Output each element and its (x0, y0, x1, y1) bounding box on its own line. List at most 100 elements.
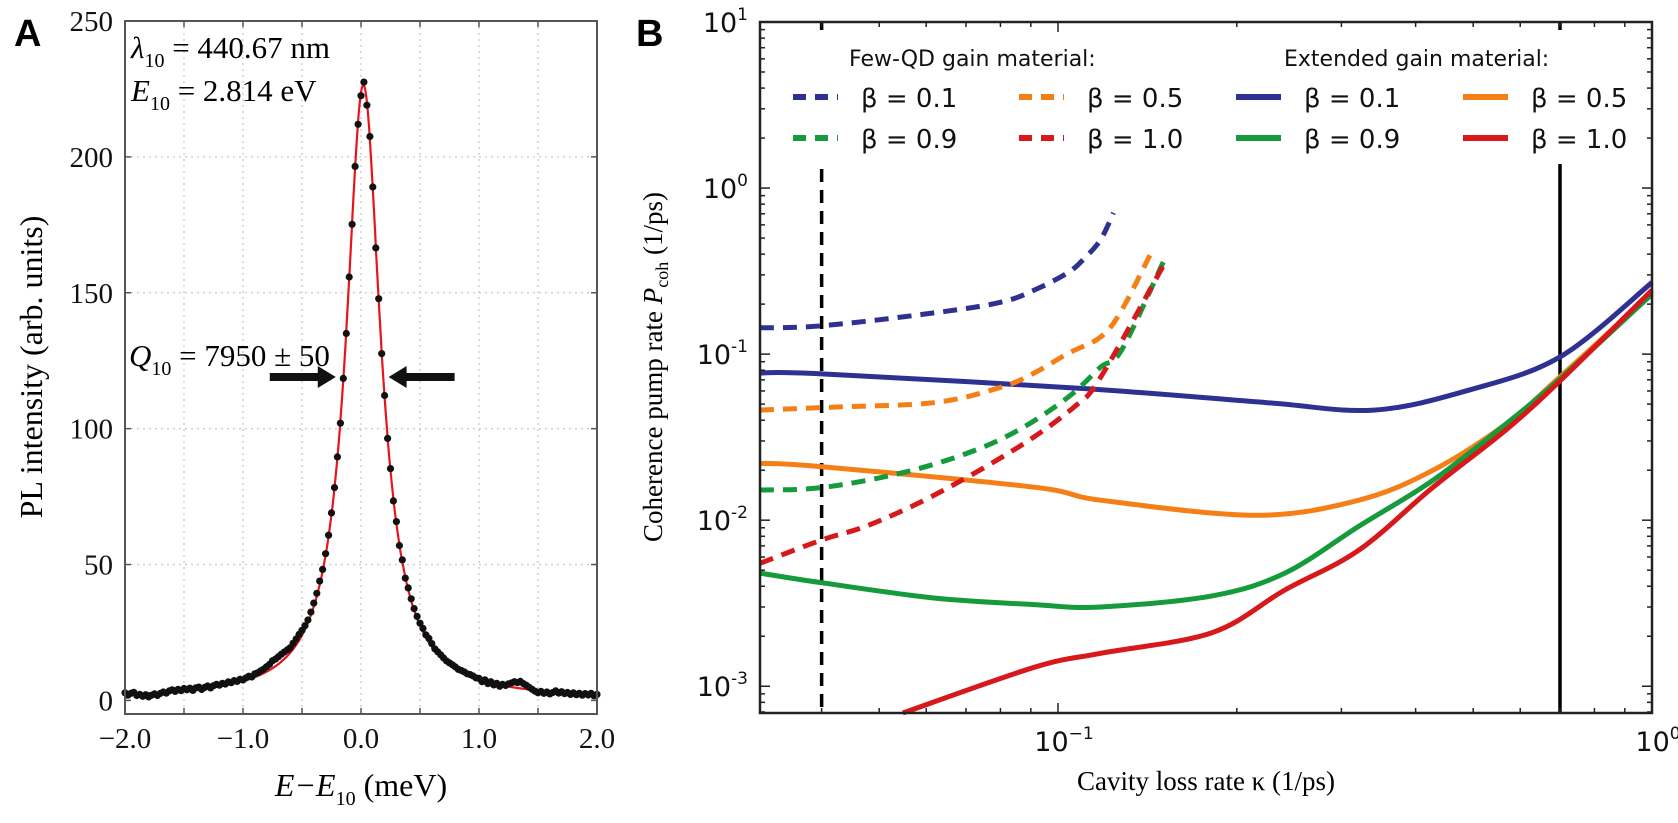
data-point (381, 391, 389, 400)
data-point (325, 531, 333, 539)
plot-frame (758, 20, 1654, 715)
x-tick-label: 10−1 (1034, 724, 1093, 758)
y-tick-label: 100 (703, 171, 748, 205)
curve-few-qd-beta-0.1 (759, 211, 1116, 331)
data-point (322, 550, 330, 558)
curve-few-qd-beta-0.5 (759, 246, 1157, 413)
data-point (395, 541, 403, 550)
data-point (372, 244, 380, 252)
data-point (413, 612, 421, 621)
data-point (304, 616, 312, 624)
x-axis-label: E−E10 (meV) (274, 767, 447, 810)
curve-extended-beta-0.5 (759, 291, 1654, 518)
legend-label: β = 0.5 (1087, 84, 1183, 114)
legend-label: β = 0.1 (861, 84, 957, 114)
legend-item: β = 0.1 (1236, 84, 1400, 114)
x-tick-label: −2.0 (99, 723, 152, 755)
data-point (336, 419, 344, 427)
axis-ticks: 101 100 10-1 10-2 10-3 10−1 100 (697, 5, 1678, 758)
grid (125, 21, 597, 714)
y-tick-label: 250 (70, 6, 114, 38)
data-point (354, 120, 362, 128)
data-point (389, 497, 397, 505)
arrow-left-icon (388, 366, 455, 389)
axis-ticks: −2.0 −1.0 0.0 1.0 2.0 0 50 100 150 200 250 (70, 6, 616, 755)
y-tick-label: 0 (99, 685, 114, 717)
data-point (319, 565, 327, 574)
legend-item: β = 1.0 (1019, 125, 1183, 155)
curve-extended-beta-0.9 (759, 292, 1654, 610)
x-tick-label: 0.0 (343, 723, 379, 755)
data-point (378, 350, 386, 358)
curve-few-qd-beta-1.0 (759, 262, 1167, 566)
data-point (339, 374, 347, 382)
data-point (419, 624, 427, 633)
legend-label: β = 0.9 (861, 125, 957, 155)
data-point (428, 640, 436, 648)
data-point (363, 101, 371, 109)
data-point (384, 434, 392, 442)
y-tick-label: 50 (84, 550, 113, 582)
data-point (330, 484, 339, 492)
data-point (316, 577, 324, 585)
data-point (401, 574, 409, 582)
data-point (301, 622, 309, 630)
x-axis-label: Cavity loss rate κ (1/ps) (1077, 766, 1335, 796)
y-tick-label: 10-3 (697, 669, 748, 703)
legend-item: β = 0.5 (1019, 84, 1183, 114)
data-point (360, 78, 368, 86)
curve-extended-beta-0.1 (759, 280, 1654, 414)
energy-annotation: E10 = 2.814 eV (130, 73, 317, 115)
y-tick-label: 10-1 (697, 337, 748, 371)
data-point (342, 329, 350, 338)
curve-few-qd-beta-0.9 (759, 258, 1167, 493)
data-point (366, 132, 374, 141)
data-point (351, 162, 359, 170)
curve-extended-beta-1.0 (901, 288, 1654, 716)
legend: Few-QD gain material: β = 0.1 β = 0.9 β = 0… (793, 47, 1627, 155)
data-point (327, 509, 336, 517)
fit-curve-layer (125, 83, 597, 696)
data-point (313, 589, 321, 597)
data-point (357, 92, 365, 100)
arrow-right-icon (269, 366, 336, 389)
data-points-layer (121, 78, 601, 701)
y-axis-label: Coherence pump rate Pcoh (1/ps) (638, 192, 672, 542)
panel-b-coherence-pump-rate: 101 100 10-1 10-2 10-3 10−1 100 Few-QD gain ma… (638, 5, 1678, 796)
legend-title: Few-QD gain material: (849, 47, 1096, 72)
lorentzian-fit-curve (125, 83, 597, 696)
panel-label-a: A (14, 13, 41, 55)
data-point (369, 183, 377, 191)
data-point (333, 453, 341, 461)
data-point (404, 584, 412, 592)
data-point (410, 605, 418, 613)
legend-label: β = 0.9 (1304, 125, 1400, 155)
x-tick-label: 100 (1635, 724, 1678, 758)
y-tick-label: 200 (70, 142, 114, 174)
legend-title: Extended gain material: (1284, 47, 1549, 72)
data-point (348, 220, 356, 228)
data-point (398, 556, 406, 564)
data-point (416, 619, 424, 627)
data-point (386, 465, 395, 473)
data-point (307, 608, 315, 616)
legend-item: β = 0.9 (1236, 125, 1400, 155)
legend-label: β = 0.1 (1304, 84, 1400, 114)
x-tick-label: −1.0 (217, 723, 270, 755)
legend-item: β = 0.9 (793, 125, 957, 155)
y-tick-label: 101 (703, 5, 748, 39)
x-tick-label: 1.0 (461, 723, 497, 755)
y-tick-label: 10-2 (697, 503, 748, 537)
data-point (310, 599, 318, 607)
panel-label-b: B (636, 13, 663, 55)
legend-label: β = 1.0 (1087, 125, 1183, 155)
y-tick-label: 150 (70, 278, 114, 310)
y-tick-label: 100 (70, 414, 114, 446)
data-point (345, 273, 353, 281)
data-point (392, 518, 400, 526)
data-point (407, 595, 415, 603)
legend-item: β = 0.5 (1463, 84, 1627, 114)
wavelength-annotation: λ10 = 440.67 nm (130, 30, 330, 72)
legend-item: β = 0.1 (793, 84, 957, 114)
